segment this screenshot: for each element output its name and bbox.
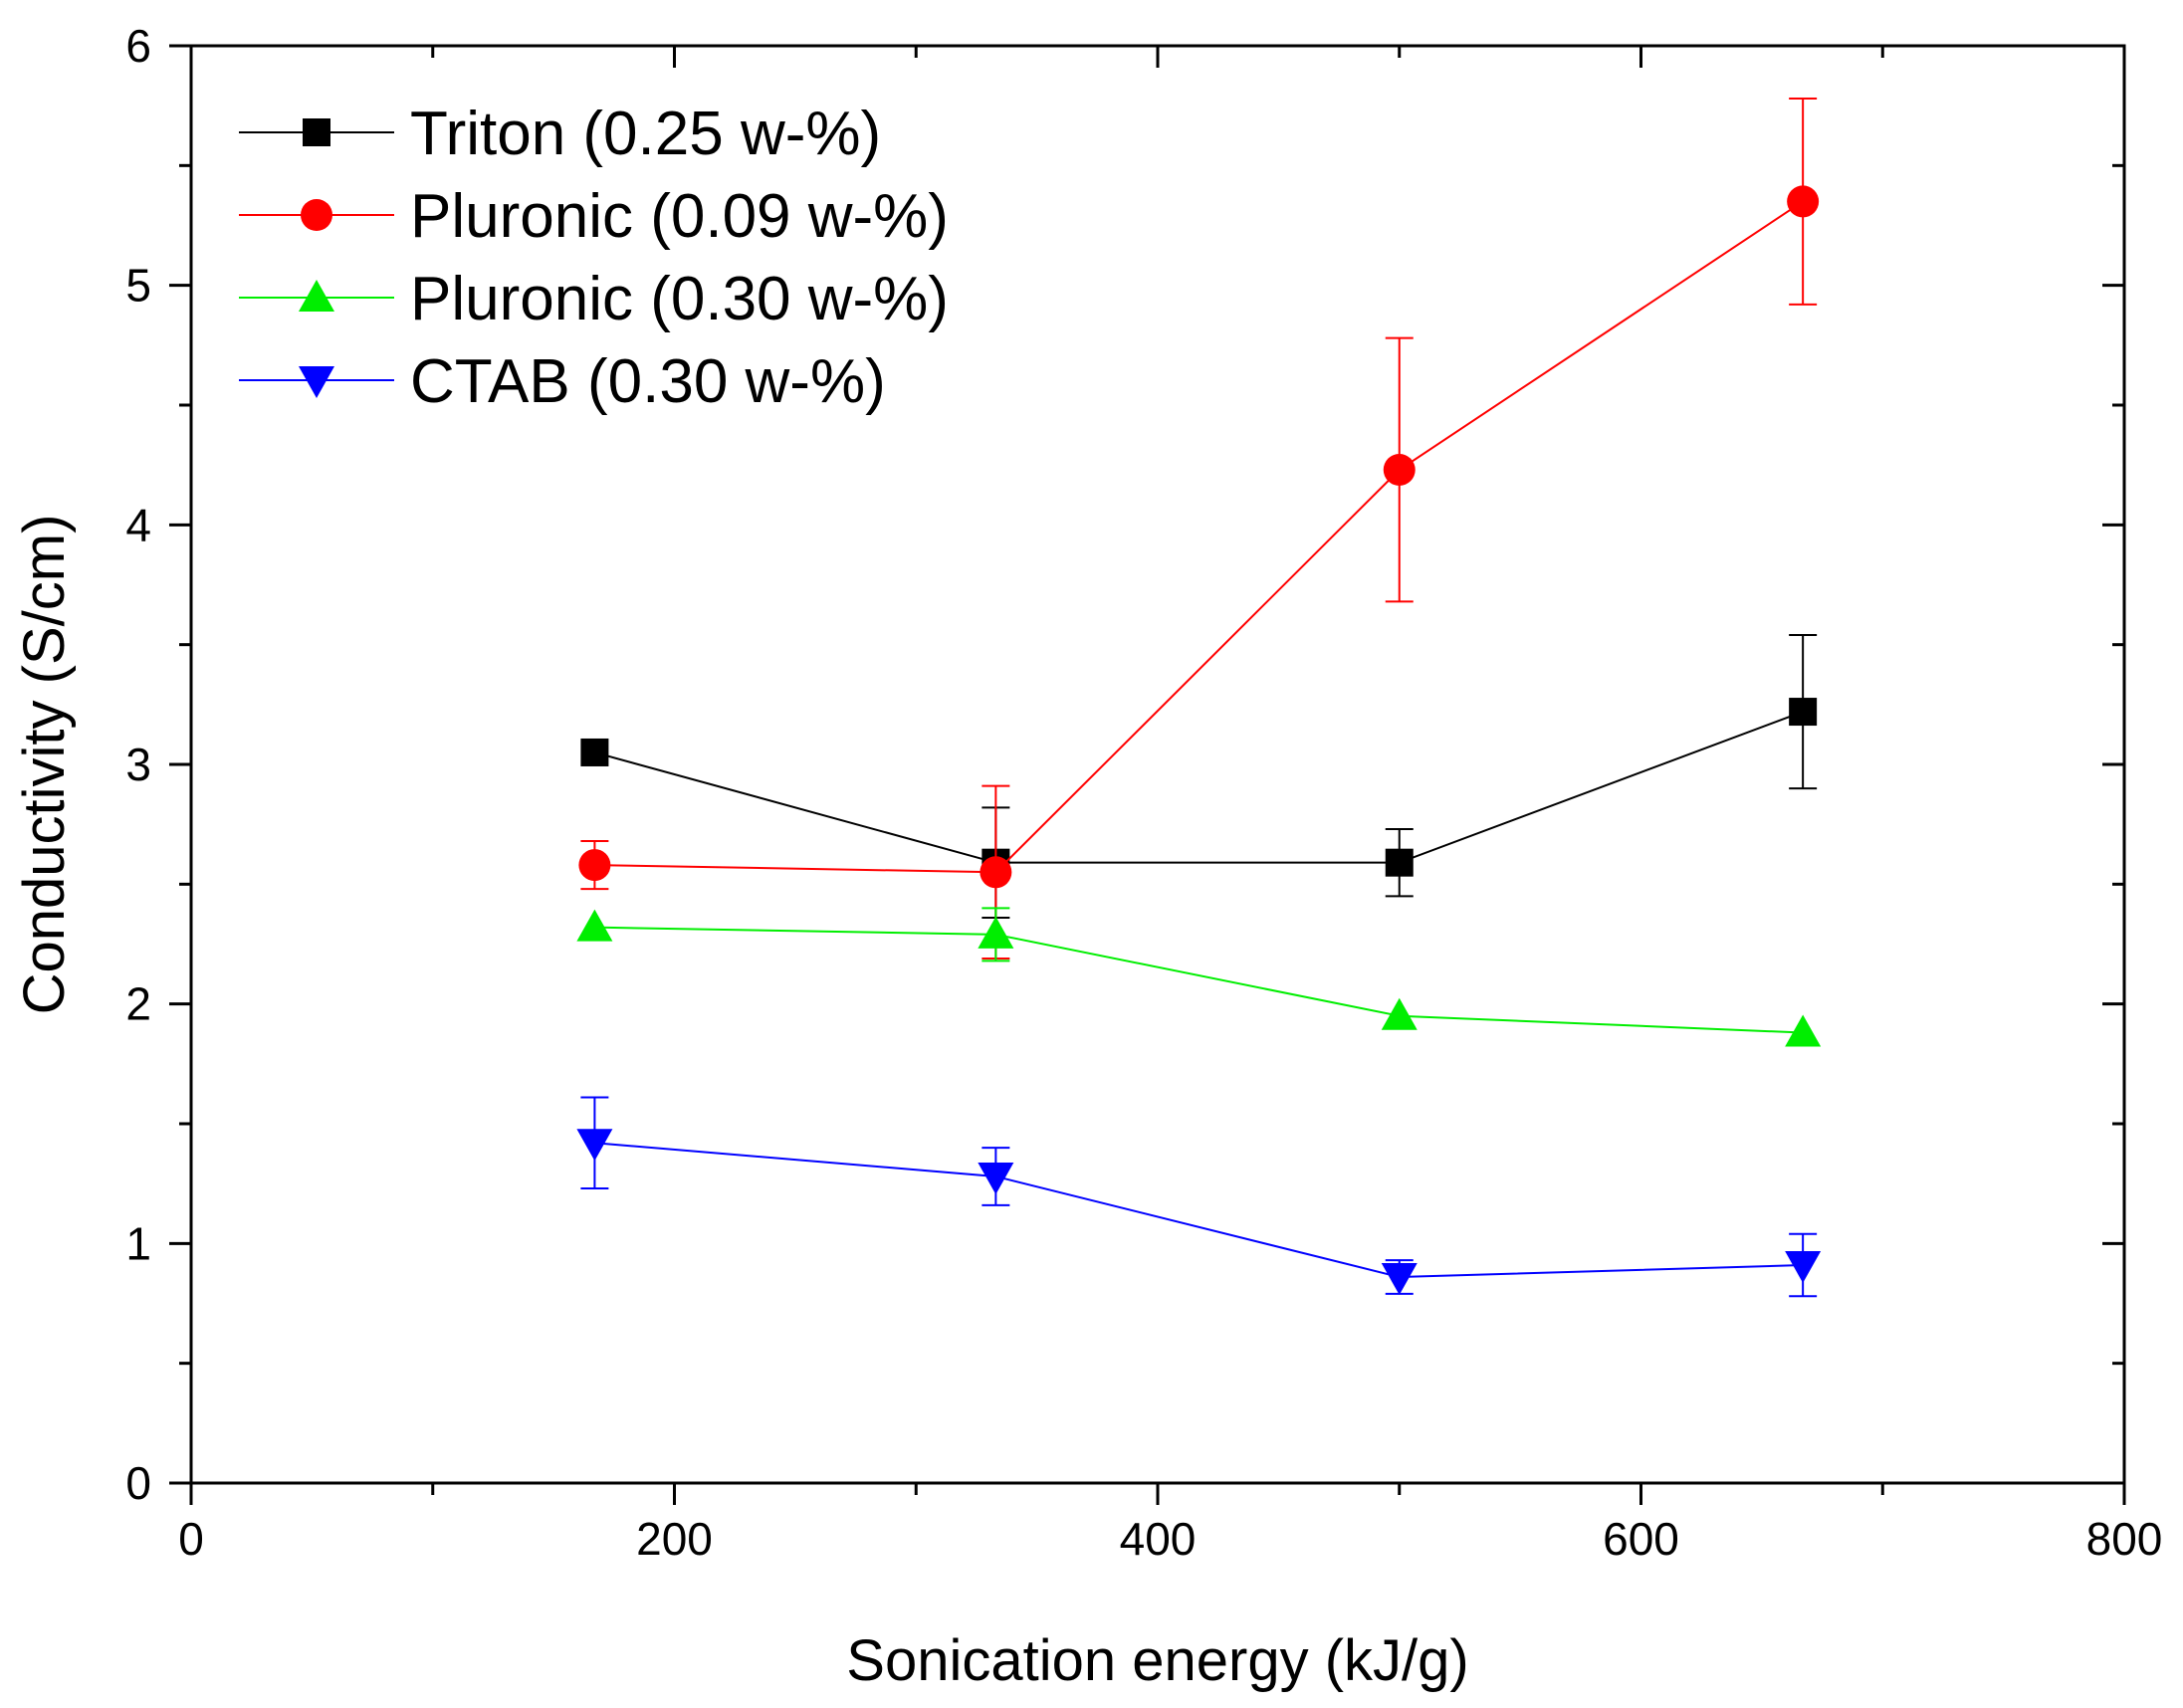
data-point bbox=[978, 1162, 1014, 1194]
data-point bbox=[1789, 698, 1818, 727]
legend-marker bbox=[299, 280, 334, 312]
data-point bbox=[1383, 453, 1416, 486]
y-tick-label: 5 bbox=[125, 260, 151, 312]
legend-item: CTAB (0.30 w-%) bbox=[239, 347, 886, 416]
legend-label: Pluronic (0.30 w-%) bbox=[410, 265, 949, 333]
legend-item: Triton (0.25 w-%) bbox=[239, 100, 881, 168]
y-tick-label: 6 bbox=[125, 20, 151, 72]
legend-marker bbox=[303, 118, 330, 146]
x-axis-title: Sonication energy (kJ/g) bbox=[846, 1628, 1468, 1693]
y-tick-label: 1 bbox=[125, 1217, 151, 1269]
data-point bbox=[1385, 848, 1414, 877]
y-tick-label: 0 bbox=[125, 1457, 151, 1509]
series-3 bbox=[576, 907, 1822, 1047]
legend-marker bbox=[301, 199, 332, 231]
x-tick-label: 600 bbox=[1603, 1513, 1679, 1565]
data-point bbox=[1381, 997, 1418, 1030]
x-tick-label: 400 bbox=[1120, 1513, 1197, 1565]
series-layer bbox=[576, 97, 1822, 1298]
series-1 bbox=[580, 634, 1818, 920]
axis-ticks bbox=[169, 44, 2126, 1505]
legend-label: CTAB (0.30 w-%) bbox=[410, 347, 886, 416]
data-point bbox=[580, 738, 609, 766]
data-point bbox=[578, 849, 611, 882]
y-tick-label: 2 bbox=[125, 978, 151, 1030]
data-point bbox=[1785, 1250, 1822, 1283]
plot-frame bbox=[189, 44, 2126, 1485]
data-point bbox=[980, 856, 1012, 889]
data-point bbox=[576, 1129, 613, 1162]
x-tick-label: 800 bbox=[2086, 1513, 2163, 1565]
legend-item: Pluronic (0.30 w-%) bbox=[239, 265, 949, 333]
y-tick-label: 4 bbox=[125, 499, 151, 550]
data-point bbox=[1787, 185, 1820, 218]
legend-marker bbox=[299, 366, 334, 398]
x-tick-label: 200 bbox=[636, 1513, 713, 1565]
tick-labels: 0 200 400 600 800 0 1 2 3 4 5 6 bbox=[125, 20, 2162, 1565]
data-point bbox=[1785, 1014, 1822, 1047]
x-tick-label: 0 bbox=[178, 1513, 204, 1565]
legend-label: Pluronic (0.09 w-%) bbox=[410, 182, 949, 251]
data-point bbox=[576, 909, 613, 942]
series-line bbox=[594, 711, 1804, 864]
series-line bbox=[594, 926, 1804, 1034]
series-line bbox=[594, 1142, 1804, 1279]
legend-item: Pluronic (0.09 w-%) bbox=[239, 182, 949, 251]
series-4 bbox=[576, 1096, 1822, 1298]
y-axis-title: Conductivity (S/cm) bbox=[12, 515, 77, 1015]
data-point bbox=[1381, 1263, 1418, 1296]
data-point bbox=[978, 916, 1014, 949]
series-line bbox=[594, 200, 1804, 874]
legend: Triton (0.25 w-%) Pluronic (0.09 w-%) Plur… bbox=[239, 100, 949, 416]
series-2 bbox=[578, 97, 1820, 960]
legend-label: Triton (0.25 w-%) bbox=[410, 100, 881, 168]
y-tick-label: 3 bbox=[125, 739, 151, 790]
